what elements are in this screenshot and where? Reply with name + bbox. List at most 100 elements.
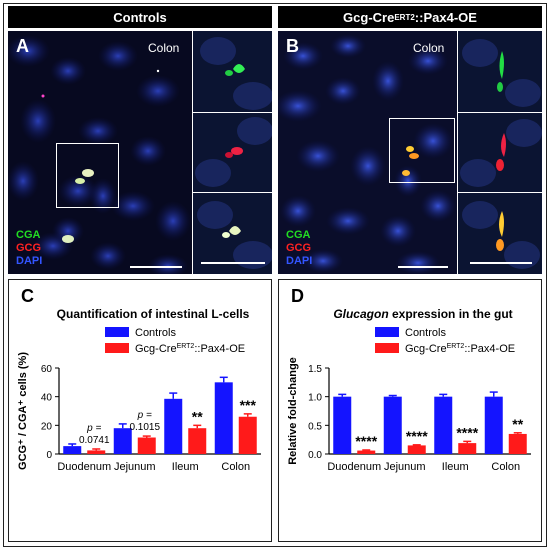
chart-d-box: D Glucagon expression in the gut Controls G… <box>278 279 542 542</box>
legend-label-controls-d: Controls <box>405 327 446 339</box>
annotation-c-0-p: p = <box>86 423 101 434</box>
inset-a-cga <box>193 31 272 113</box>
x-tick-label-c-2: Ileum <box>172 461 199 473</box>
annotation-d-0: **** <box>355 433 377 449</box>
annotation-d-2: **** <box>456 424 478 440</box>
channel-legend-b: CGA GCG DAPI <box>286 229 312 268</box>
bar-d-gcg-creert2-jejunum <box>407 445 426 454</box>
bar-c-gcg-creert2-colon <box>238 416 257 454</box>
bar-d-gcg-creert2-duodenum <box>357 450 376 454</box>
legend-swatch-controls-c <box>105 327 129 337</box>
bar-c-gcg-creert2-jejunum <box>137 437 156 454</box>
tissue-label-a: Colon <box>148 41 180 55</box>
y-tick-label-c-1: 20 <box>41 421 53 432</box>
inset-b-merge <box>458 193 542 274</box>
channel-dapi-b: DAPI <box>286 255 313 267</box>
bar-d-gcg-creert2-colon <box>508 433 527 454</box>
x-tick-label-d-0: Duodenum <box>327 461 381 473</box>
y-tick-label-d-0: 0.0 <box>308 450 322 461</box>
channel-dapi-a: DAPI <box>16 255 43 267</box>
tissue-label-b: Colon <box>413 41 445 55</box>
y-tick-label-d-1: 0.5 <box>308 421 322 432</box>
bar-c-gcg-creert2-ileum <box>188 428 207 454</box>
channel-gcg-a: GCG <box>16 242 42 254</box>
inset-column-b <box>457 31 542 274</box>
y-tick-label-c-0: 0 <box>46 450 52 461</box>
bar-c-controls-duodenum <box>63 446 82 454</box>
panel-b-header-suffix: ::Pax4-OE <box>414 9 477 25</box>
bar-d-controls-ileum <box>434 396 453 454</box>
bar-d-controls-colon <box>484 396 503 454</box>
annotation-c-1-p: p = <box>137 410 152 421</box>
x-tick-label-c-1: Jejunum <box>114 461 156 473</box>
micrograph-a-main <box>8 31 192 274</box>
bar-d-gcg-creert2-ileum <box>458 443 477 454</box>
legend-label-controls-c: Controls <box>135 327 176 339</box>
chart-title-c: Quantification of intestinal L-cells <box>57 307 250 321</box>
legend-label-pax4-c: Gcg-CreERT2::Pax4-OE <box>135 343 245 355</box>
legend-pax4-sup-c: ERT2 <box>177 343 195 350</box>
legend-swatch-pax4-c <box>105 343 129 353</box>
channel-cga-a: CGA <box>16 229 41 241</box>
y-tick-label-d-3: 1.5 <box>308 364 322 375</box>
y-tick-label-c-2: 40 <box>41 393 53 404</box>
annotation-d-1: **** <box>406 428 428 444</box>
channel-gcg-b: GCG <box>286 242 312 254</box>
legend-pax4-suffix-c: ::Pax4-OE <box>194 343 245 355</box>
x-tick-label-c-0: Duodenum <box>57 461 111 473</box>
panel-b-header-sup: ERT2 <box>394 12 415 22</box>
panel-a-header-text: Controls <box>113 9 167 25</box>
inset-a-gcg <box>193 113 272 193</box>
y-axis-label-d: Relative fold-change <box>287 357 299 465</box>
roi-box-a <box>56 143 119 208</box>
annotation-c-2: ** <box>192 408 203 424</box>
inset-b-gcg <box>458 113 542 193</box>
chart-c: C Quantification of intestinal L-cells Con… <box>17 286 261 473</box>
micrograph-b: B Colon CGA GCG DAPI <box>278 31 542 274</box>
panel-letter-a: A <box>16 36 29 56</box>
x-tick-label-d-3: Colon <box>491 461 520 473</box>
bar-d-controls-duodenum <box>333 396 352 454</box>
inset-a-scale-bar <box>201 262 265 264</box>
x-tick-label-c-3: Colon <box>221 461 250 473</box>
y-axis-label-c: GCG⁺ / CGA⁺ cells (%) <box>17 352 29 470</box>
annotation-c-1-value: 0.1015 <box>129 422 160 433</box>
bar-d-controls-jejunum <box>383 396 402 454</box>
annotation-d-3: ** <box>512 416 523 432</box>
panel-a-header: Controls <box>8 6 272 28</box>
legend-swatch-pax4-d <box>375 343 399 353</box>
legend-label-pax4-d: Gcg-CreERT2::Pax4-OE <box>405 343 515 355</box>
roi-box-b <box>389 118 455 183</box>
chart-title-italic-d: Glucagon <box>333 307 388 321</box>
panel-letter-d: D <box>291 286 304 306</box>
panel-b-header-prefix: Gcg-Cre <box>343 9 395 25</box>
legend-pax4-prefix-c: Gcg-Cre <box>135 343 177 355</box>
legend-pax4-sup-d: ERT2 <box>447 343 465 350</box>
micrograph-a: A Colon CGA GCG DAPI <box>8 31 272 274</box>
scale-bar-b <box>398 266 448 268</box>
x-tick-label-d-2: Ileum <box>442 461 469 473</box>
scale-bar-a <box>130 266 182 268</box>
inset-column-a <box>192 31 272 274</box>
legend-pax4-prefix-d: Gcg-Cre <box>405 343 447 355</box>
chart-title-rest-d: expression in the gut <box>389 307 513 321</box>
chart-title-d: Glucagon expression in the gut <box>333 307 512 321</box>
panel-letter-b: B <box>286 36 299 56</box>
x-tick-label-d-1: Jejunum <box>384 461 426 473</box>
bar-c-controls-colon <box>214 382 233 454</box>
panel-b-header: Gcg-Cre ERT2::Pax4-OE <box>278 6 542 28</box>
annotation-c-3: *** <box>240 397 257 413</box>
panel-letter-c: C <box>21 286 34 306</box>
chart-c-box: C Quantification of intestinal L-cells Con… <box>8 279 272 542</box>
legend-pax4-suffix-d: ::Pax4-OE <box>464 343 515 355</box>
inset-b-cga <box>458 31 542 113</box>
y-tick-label-d-2: 1.0 <box>308 393 322 404</box>
legend-swatch-controls-d <box>375 327 399 337</box>
channel-cga-b: CGA <box>286 229 311 241</box>
bar-c-controls-jejunum <box>113 428 132 454</box>
y-tick-label-c-3: 60 <box>41 364 53 375</box>
annotation-c-0-value: 0.0741 <box>79 435 110 446</box>
inset-a-merge <box>193 193 272 274</box>
figure-frame <box>3 3 547 547</box>
chart-d: D Glucagon expression in the gut Controls G… <box>287 286 531 473</box>
